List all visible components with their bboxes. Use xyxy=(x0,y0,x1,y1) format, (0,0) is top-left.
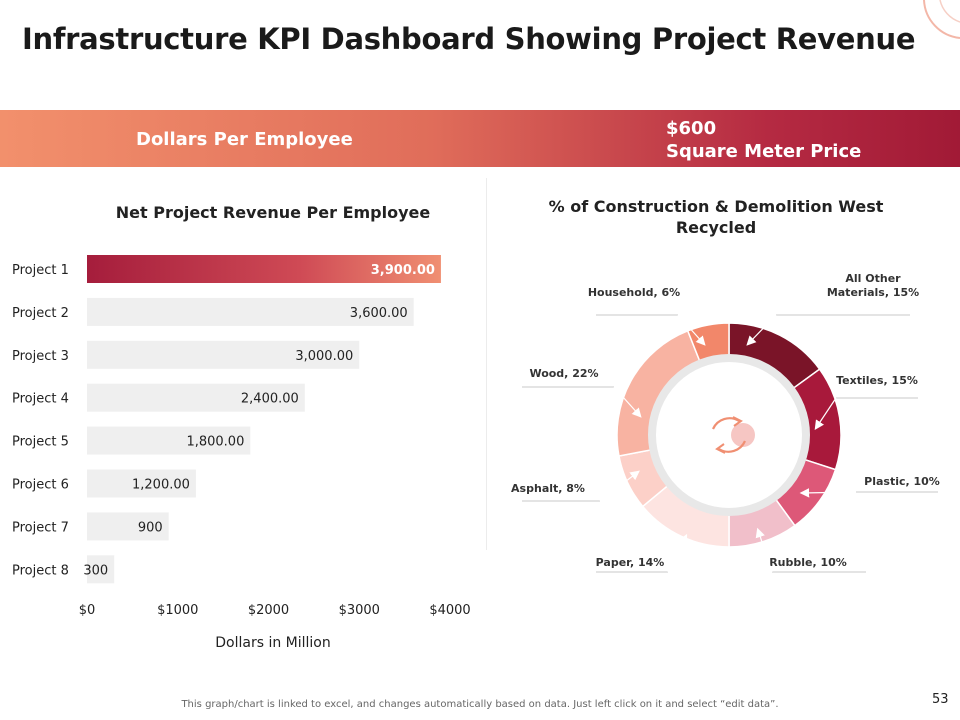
bar-value-label: 300 xyxy=(83,563,108,578)
x-tick-label: $2000 xyxy=(248,603,289,618)
bar-value-label: 3,000.00 xyxy=(295,349,353,364)
slice-label-text: Textiles, 15% xyxy=(836,374,918,387)
slice-label: Wood, 22% xyxy=(522,367,642,418)
donut-chart-title: % of Construction & Demolition West Recy… xyxy=(548,197,884,237)
banner-price-value: $600 xyxy=(666,118,717,139)
slice-label: Paper, 14% xyxy=(596,533,688,573)
slice-arrow xyxy=(677,314,706,346)
x-tick-label: $4000 xyxy=(429,603,470,618)
x-tick-label: $0 xyxy=(79,603,96,618)
slice-label-text: Household, 6% xyxy=(588,286,680,299)
footer-note: This graph/chart is linked to excel, and… xyxy=(181,699,779,710)
bar-value-label: 900 xyxy=(138,520,163,535)
slice-label-text: All Other xyxy=(845,272,901,285)
bar-value-label: 2,400.00 xyxy=(241,392,299,407)
bar-category-label: Project 1 xyxy=(12,263,69,278)
bar[interactable] xyxy=(87,469,196,498)
banner-label-dollars-per-employee: Dollars Per Employee xyxy=(136,129,353,150)
bar[interactable] xyxy=(87,512,169,541)
bar-category-label: Project 5 xyxy=(12,435,69,450)
corner-decoration xyxy=(923,0,960,39)
x-tick-label: $1000 xyxy=(157,603,198,618)
slice-label: Rubble, 10% xyxy=(755,527,866,573)
slice-label: Asphalt, 8% xyxy=(511,470,640,502)
bar[interactable] xyxy=(87,383,305,412)
bar-value-label: 1,800.00 xyxy=(186,435,244,450)
page-title: Infrastructure KPI Dashboard Showing Pro… xyxy=(22,22,916,56)
bar-category-label: Project 6 xyxy=(12,478,69,493)
slice-arrow xyxy=(755,527,773,573)
slice-label: Textiles, 15% xyxy=(814,374,918,430)
bar-chart-title: Net Project Revenue Per Employee xyxy=(115,203,431,222)
bar[interactable] xyxy=(87,555,115,584)
slice-arrow xyxy=(667,533,688,573)
slice-label: Plastic, 10% xyxy=(799,475,940,498)
slice-label-text: Materials, 15% xyxy=(827,286,919,299)
bar-category-label: Project 8 xyxy=(12,563,69,578)
slice-arrow xyxy=(814,397,837,430)
slice-arrow xyxy=(613,386,642,418)
bar-category-label: Project 3 xyxy=(12,349,69,364)
donut-center xyxy=(659,365,799,505)
bar-value-label: 3,600.00 xyxy=(350,306,408,321)
bar-value-label: 1,200.00 xyxy=(132,478,190,493)
slice-arrow xyxy=(799,488,857,498)
banner-price-block: $600 Square Meter Price xyxy=(666,117,861,163)
slice-arrow xyxy=(599,470,640,502)
slice-label-text: Rubble, 10% xyxy=(769,556,847,569)
slice-label-text: Asphalt, 8% xyxy=(511,482,585,495)
bar[interactable] xyxy=(87,255,441,283)
slice-arrow xyxy=(746,314,777,346)
banner-price-label: Square Meter Price xyxy=(666,141,862,162)
kpi-banner xyxy=(0,110,960,167)
bar[interactable] xyxy=(87,297,414,326)
bar-value-label: 3,900.00 xyxy=(371,263,435,278)
slice-label-text: Paper, 14% xyxy=(596,556,665,569)
bar-category-label: Project 2 xyxy=(12,306,69,321)
bar-category-label: Project 7 xyxy=(12,520,69,535)
donut-inner-ring xyxy=(648,354,810,516)
slice-label-text: Wood, 22% xyxy=(529,367,598,380)
bar-chart-xlabel: Dollars in Million xyxy=(215,635,331,651)
section-divider xyxy=(486,178,487,550)
bar-category-label: Project 4 xyxy=(12,392,69,407)
recycle-icon xyxy=(711,416,755,454)
slice-label-text: Plastic, 10% xyxy=(864,475,940,488)
bar-chart[interactable]: Project 1 3,900.00 Project 2 3,600.00 Projec… xyxy=(0,240,486,680)
page-number: 53 xyxy=(932,692,949,707)
x-tick-label: $3000 xyxy=(339,603,380,618)
slice-label: Household, 6% xyxy=(588,286,706,346)
bar[interactable] xyxy=(87,340,360,369)
bar[interactable] xyxy=(87,426,251,455)
